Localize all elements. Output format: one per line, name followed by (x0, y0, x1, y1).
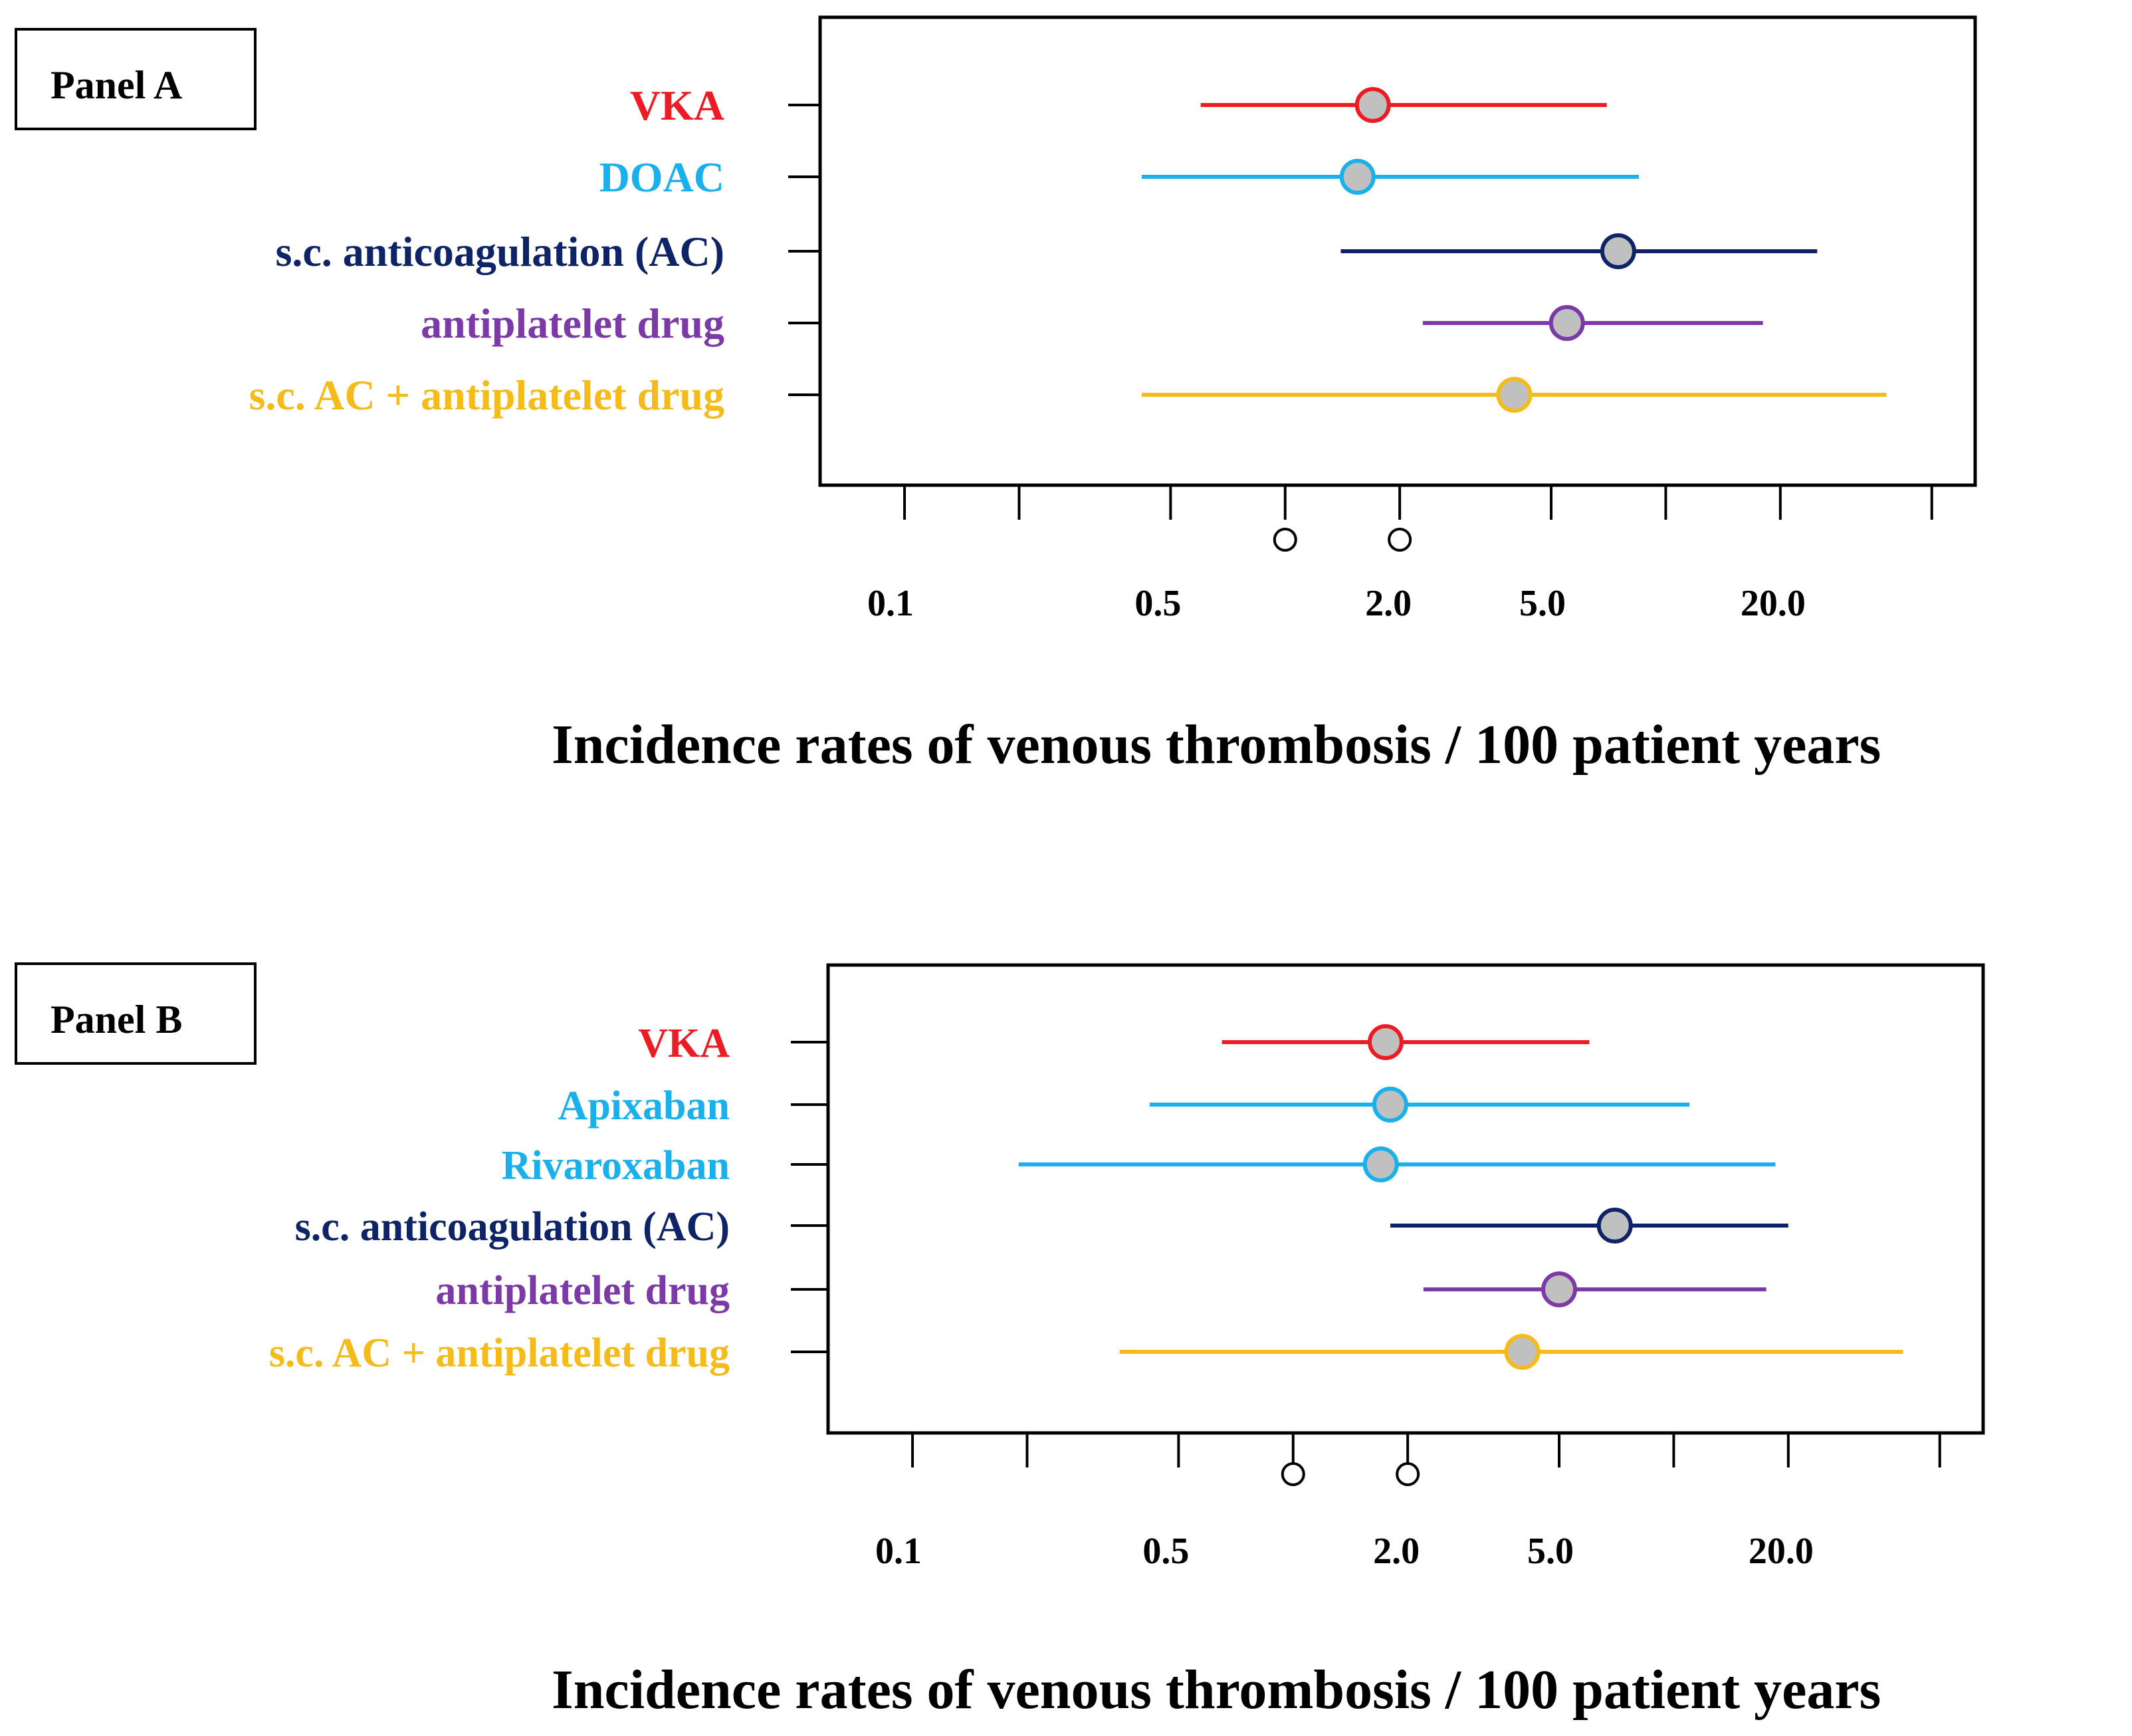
x-axis-title: Incidence rates of venous thrombosis / 1… (552, 714, 1881, 776)
row-label: s.c. AC + antiplatelet drug (269, 1331, 730, 1376)
point-estimate (1354, 87, 1391, 123)
x-tick-label: 0.5 (1134, 583, 1181, 624)
panel-label: Panel B (51, 998, 182, 1041)
panel-label-box (15, 962, 257, 1065)
panel-label-box (15, 28, 257, 130)
point-estimate (1496, 377, 1533, 413)
x-tick-label: 0.5 (1142, 1531, 1189, 1572)
row-label: s.c. anticoagulation (AC) (275, 228, 724, 275)
point-estimate (1367, 1024, 1404, 1060)
x-tick-label: 0.1 (875, 1531, 922, 1572)
x-tick-label: 5.0 (1519, 583, 1566, 624)
x-tick-label: 5.0 (1527, 1531, 1574, 1572)
x-tick-label: 20.0 (1749, 1531, 1814, 1572)
x-tick-label: 20.0 (1741, 583, 1806, 624)
row-label: Rivaroxaban (502, 1143, 730, 1188)
point-estimate (1541, 1271, 1578, 1307)
row-label: VKA (638, 1021, 730, 1066)
point-estimate (1372, 1087, 1408, 1123)
row-label: s.c. AC + antiplatelet drug (249, 372, 724, 419)
panel-b: Panel B 0.1 0.5 2.0 5.0 20.0 Incidence rates o… (15, 962, 1985, 1721)
axis-reference-marker (1281, 1462, 1305, 1486)
panel-a: Panel A 0.1 0.5 2.0 5.0 20.0 Incidence rates o… (15, 15, 1977, 776)
point-estimate (1596, 1208, 1633, 1244)
plot-frame (826, 963, 1985, 1435)
point-estimate (1362, 1146, 1399, 1182)
row-label: s.c. anticoagulation (AC) (295, 1204, 730, 1249)
row-label: VKA (630, 82, 724, 129)
axis-reference-marker (1396, 1462, 1420, 1486)
point-estimate (1600, 233, 1636, 269)
point-estimate (1339, 159, 1376, 195)
point-estimate (1504, 1334, 1541, 1370)
row-label: antiplatelet drug (421, 300, 724, 347)
point-estimate (1548, 305, 1585, 341)
x-tick-label: 2.0 (1365, 583, 1412, 624)
row-label: antiplatelet drug (435, 1268, 730, 1313)
axis-reference-marker (1388, 528, 1412, 552)
panel-label: Panel A (51, 63, 182, 107)
x-tick-label: 0.1 (867, 583, 914, 624)
x-axis-title: Incidence rates of venous thrombosis / 1… (552, 1659, 1881, 1721)
axis-reference-marker (1273, 528, 1297, 552)
row-label: DOAC (599, 154, 724, 201)
x-tick-label: 2.0 (1373, 1531, 1420, 1572)
row-label: Apixaban (558, 1083, 730, 1129)
